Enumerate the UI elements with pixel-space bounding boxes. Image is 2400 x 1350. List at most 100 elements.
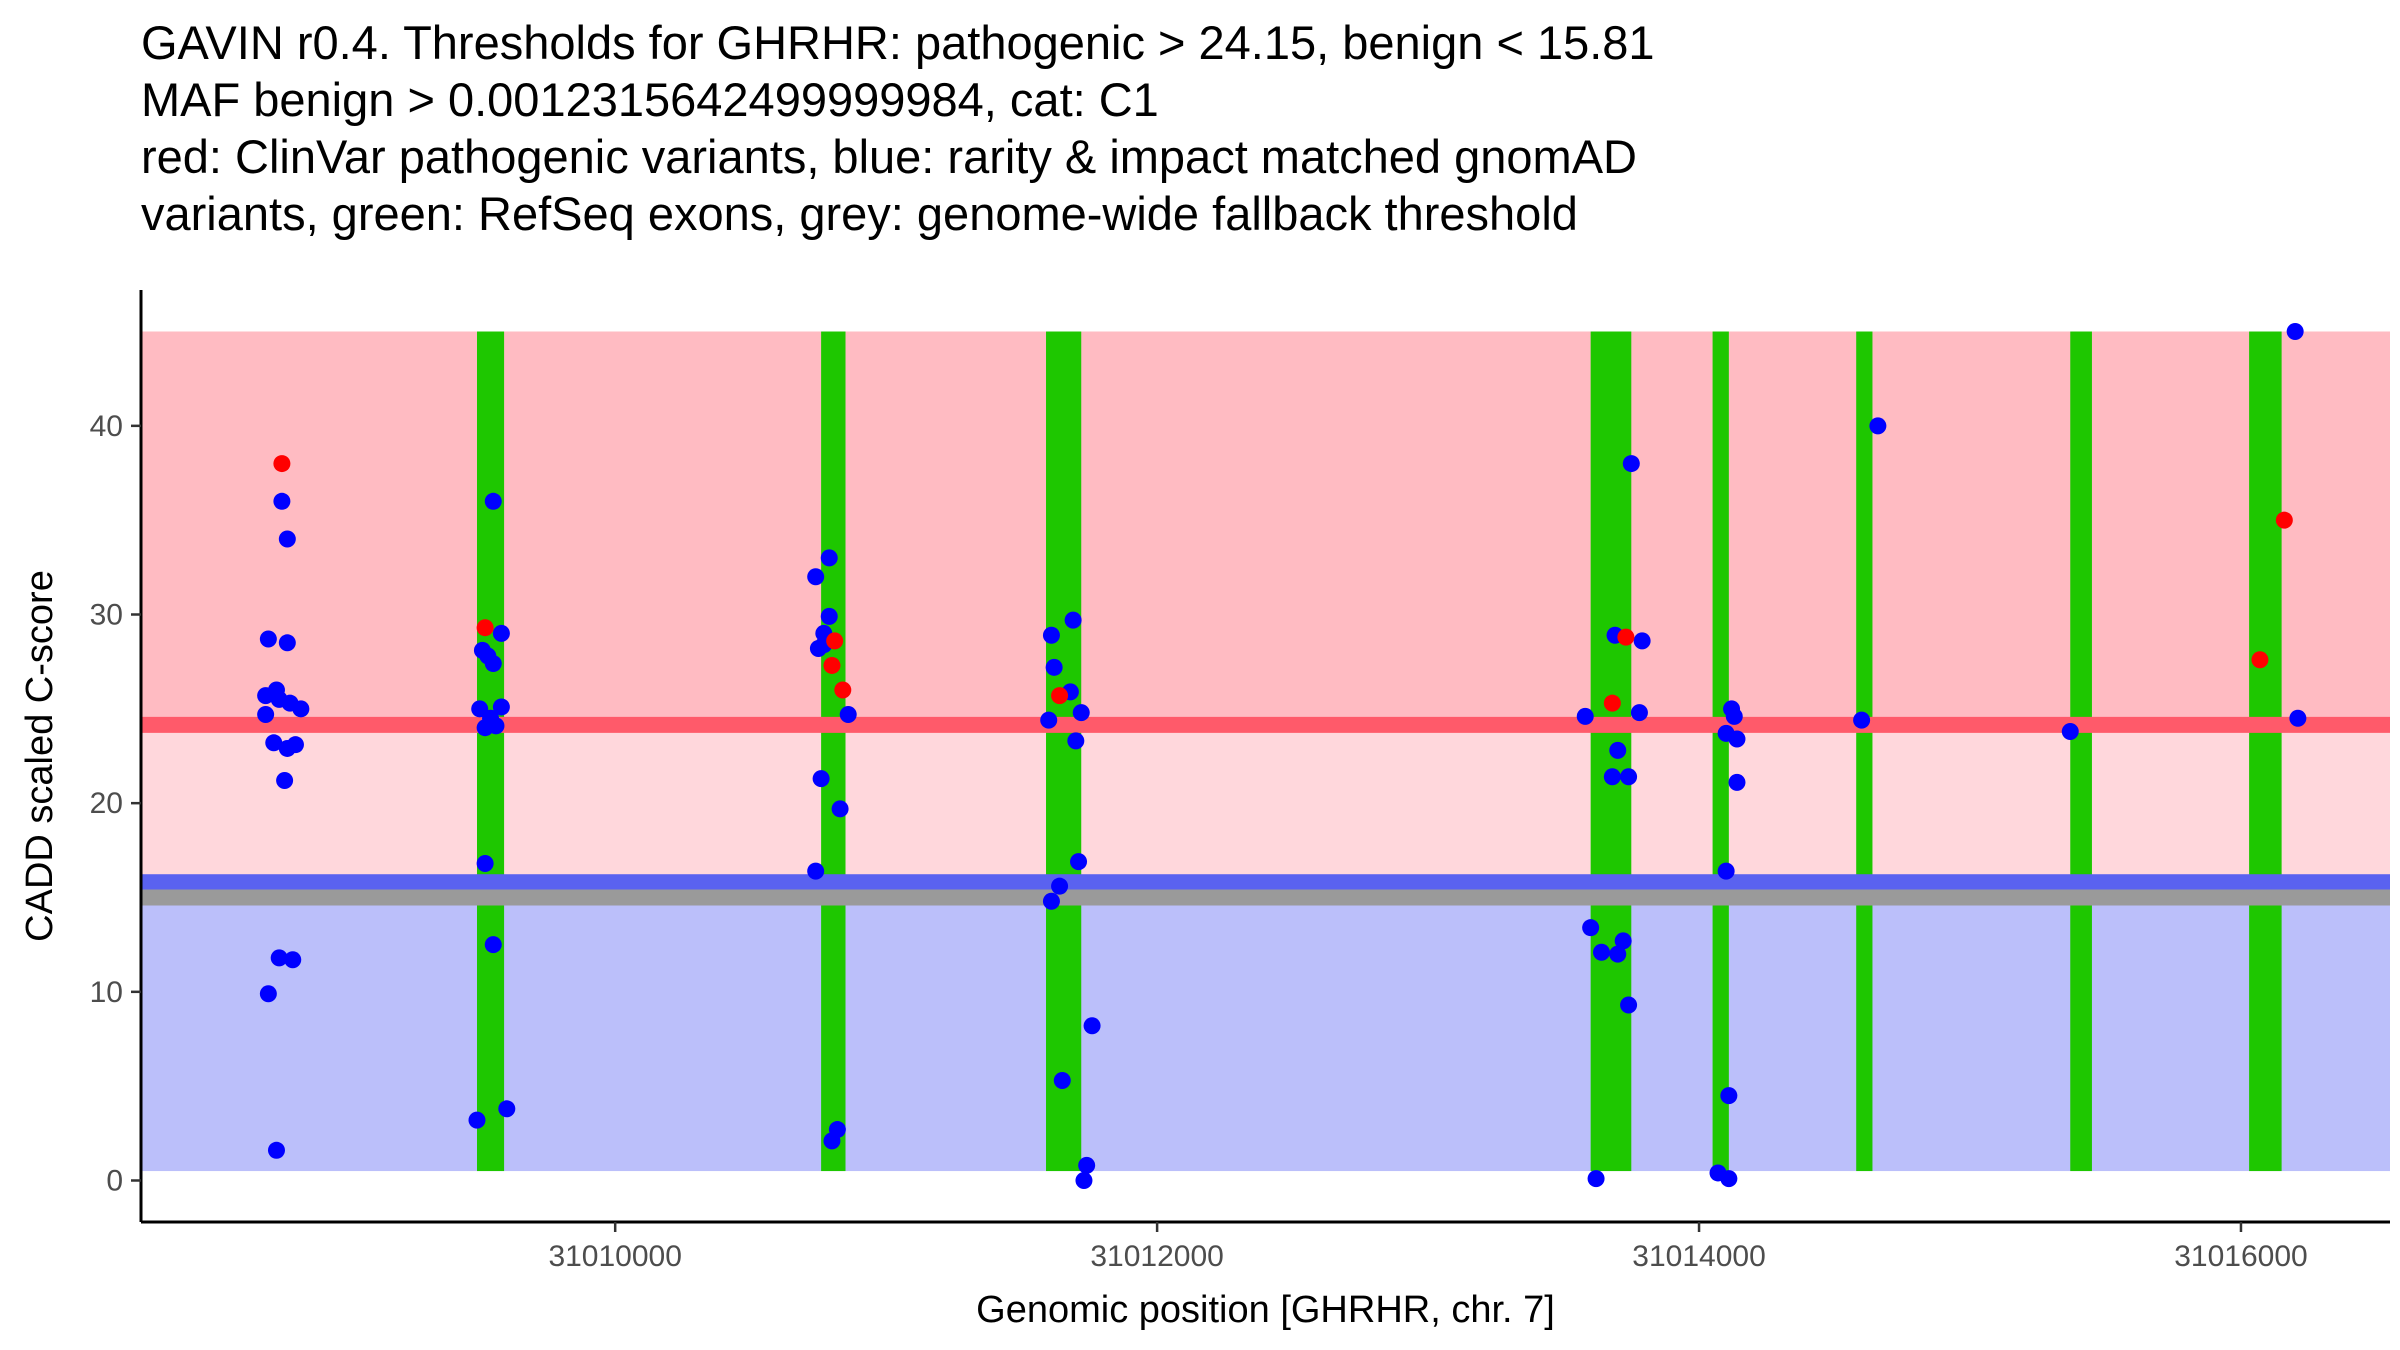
exon-band-2 (821, 331, 846, 1172)
gnomad-point (2286, 323, 2304, 341)
gnomad-point (1633, 632, 1651, 650)
clinvar-point (1051, 687, 1069, 705)
gnomad-point (492, 624, 510, 642)
gnomad-point (831, 800, 849, 818)
pathogenic-threshold-line (141, 716, 2390, 733)
gnomad-point (1609, 741, 1627, 759)
clinvar-point (823, 656, 841, 674)
benign-region (141, 882, 2390, 1172)
gnomad-point (839, 705, 857, 723)
gnomad-point (1614, 932, 1632, 950)
gnomad-point (1576, 707, 1594, 725)
gnomad-point (1620, 996, 1638, 1014)
intermediate-region (141, 724, 2390, 883)
gnomad-point (1067, 732, 1085, 750)
exon-band-5 (1712, 331, 1729, 1172)
gnomad-point (1592, 943, 1610, 961)
exon-bands (476, 331, 2282, 1172)
y-tick-label: 0 (106, 1164, 123, 1197)
exon-band-8 (2249, 331, 2282, 1172)
x-tick-label: 31010000 (548, 1240, 681, 1273)
gnomad-point (1869, 417, 1887, 435)
gnomad-point (484, 492, 502, 510)
gnomad-point (1042, 892, 1060, 910)
gnomad-point (257, 705, 275, 723)
gnomad-point (1853, 711, 1871, 729)
gnomad-point (292, 700, 310, 718)
gnomad-point (807, 862, 825, 880)
x-axis-title: Genomic position [GHRHR, chr. 7] (976, 1289, 1555, 1331)
exon-band-3 (1046, 331, 1082, 1172)
clinvar-point (1617, 628, 1635, 646)
gnomad-point (273, 492, 291, 510)
fallback-threshold-line (141, 889, 2390, 906)
gnomad-point (1630, 704, 1648, 722)
y-tick-label: 20 (90, 787, 123, 820)
gnomad-point (1053, 1072, 1071, 1090)
gnomad-point (1728, 730, 1746, 748)
gnomad-point (1051, 877, 1069, 895)
exon-band-1 (476, 331, 505, 1172)
gnomad-point (1720, 1170, 1738, 1188)
chart-title: GAVIN r0.4. Thresholds for GHRHR: pathog… (141, 14, 2341, 242)
gnomad-point (468, 1111, 486, 1129)
gnomad-point (1045, 658, 1063, 676)
exon-band-6 (1856, 331, 1873, 1172)
pathogenic-region (141, 331, 2390, 725)
gnomad-point (1728, 773, 1746, 791)
data-points (257, 323, 2307, 1189)
title-line-1: GAVIN r0.4. Thresholds for GHRHR: pathog… (141, 16, 1655, 69)
gnomad-point (1622, 455, 1640, 473)
y-tick-label: 40 (90, 410, 123, 443)
gnomad-point (807, 568, 825, 586)
y-tick-label: 10 (90, 976, 123, 1009)
gnomad-point (1072, 704, 1090, 722)
y-axis-title: CADD scaled C-score (19, 570, 61, 942)
gnomad-point (1587, 1170, 1605, 1188)
gnomad-point (2289, 709, 2307, 727)
gnomad-point (278, 634, 296, 652)
gnomad-point (259, 630, 277, 648)
title-line-4: variants, green: RefSeq exons, grey: gen… (141, 187, 1578, 240)
clinvar-point (1603, 694, 1621, 712)
title-line-2: MAF benign > 0.0012315642499999984, cat:… (141, 73, 1159, 126)
title-line-3: red: ClinVar pathogenic variants, blue: … (141, 130, 1637, 183)
gnomad-point (270, 949, 288, 967)
gnomad-point (284, 951, 302, 969)
gnomad-point (476, 855, 494, 873)
gnomad-point (1725, 707, 1743, 725)
clinvar-point (273, 455, 291, 473)
gnomad-point (484, 936, 502, 954)
gnomad-point (1075, 1171, 1093, 1189)
gnomad-point (484, 655, 502, 673)
gnomad-point (1070, 853, 1088, 871)
gnomad-point (823, 1132, 841, 1150)
x-tick-label: 31016000 (2174, 1240, 2307, 1273)
gnomad-point (1042, 626, 1060, 644)
gnomad-point (278, 530, 296, 548)
clinvar-point (834, 681, 852, 699)
gnomad-point (1078, 1156, 1096, 1174)
exon-band-7 (2070, 331, 2092, 1172)
gnomad-point (492, 698, 510, 716)
gnomad-point (267, 1141, 285, 1159)
benign-threshold-line (141, 874, 2390, 891)
threshold-lines (141, 716, 2390, 906)
gnomad-point (276, 772, 294, 790)
axes: 0 10 20 30 40 31010000 31012000 31014000 3101600… (90, 290, 2390, 1273)
gnomad-point (820, 607, 838, 625)
gnomad-point (812, 770, 830, 788)
gnomad-point (1040, 711, 1058, 729)
gnomad-point (259, 985, 277, 1003)
gnomad-point (482, 709, 500, 727)
gnomad-point (1064, 611, 1082, 629)
gnomad-point (1609, 945, 1627, 963)
gnomad-point (1717, 862, 1735, 880)
clinvar-point (476, 619, 494, 637)
gnomad-point (820, 549, 838, 567)
gnomad-point (265, 734, 283, 752)
clinvar-point (2275, 511, 2293, 529)
gnomad-point (286, 736, 304, 754)
gnomad-point (1083, 1017, 1101, 1035)
